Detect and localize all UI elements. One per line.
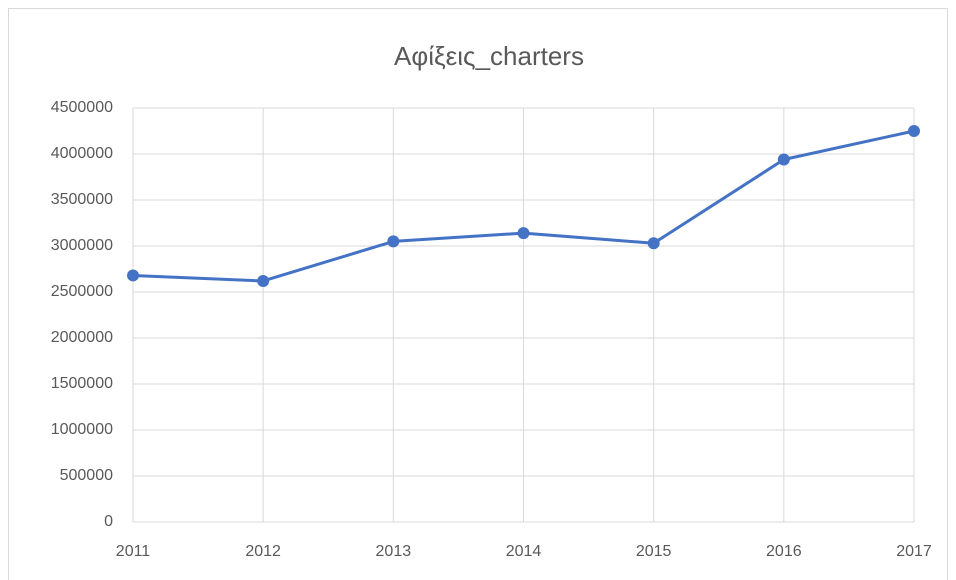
y-tick-label: 0 (104, 513, 113, 530)
y-tick-label: 4500000 (51, 99, 113, 116)
x-tick-label: 2015 (636, 543, 672, 560)
x-tick-label: 2017 (896, 543, 932, 560)
y-tick-label: 1500000 (51, 375, 113, 392)
y-tick-label: 2500000 (51, 283, 113, 300)
y-tick-label: 3000000 (51, 237, 113, 254)
chart-frame (8, 8, 948, 580)
y-tick-label: 1000000 (51, 421, 113, 438)
x-tick-label: 2014 (506, 543, 542, 560)
chart-title: Αφίξεις_charters (394, 41, 584, 71)
x-tick-label: 2012 (245, 543, 281, 560)
marker (777, 153, 790, 166)
marker (647, 237, 660, 250)
y-tick-label: 3500000 (51, 191, 113, 208)
marker (257, 274, 270, 287)
x-tick-label: 2016 (766, 543, 802, 560)
x-tick-label: 2011 (116, 543, 151, 560)
marker (127, 269, 139, 282)
marker (908, 125, 920, 137)
marker (387, 235, 400, 248)
x-tick-label: 2013 (376, 543, 412, 560)
marker (517, 227, 530, 240)
y-tick-label: 4000000 (51, 145, 113, 162)
y-tick-label: 2000000 (51, 329, 113, 346)
y-tick-label: 500000 (60, 467, 113, 484)
